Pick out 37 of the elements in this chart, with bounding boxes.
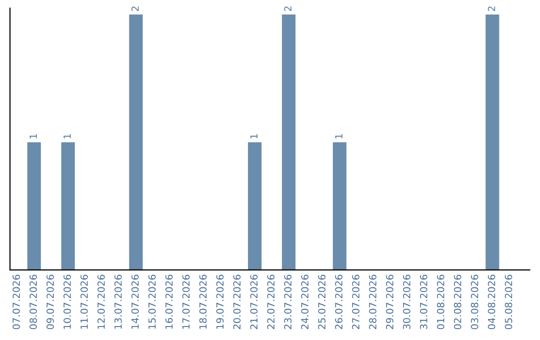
x-tick-label: 30.07.2026 [402,274,410,330]
x-tick-label: 17.07.2026 [182,274,190,329]
x-tick-label: 22.07.2026 [267,274,275,330]
x-tick-label: 04.08.2026 [488,274,496,330]
x-tick-label: 16.07.2026 [165,274,173,329]
x-tick-label: 27.07.2026 [352,274,360,330]
x-tick-label: 09.07.2026 [46,274,54,330]
x-tick-label: 31.07.2026 [420,274,428,330]
x-tick-label: 24.07.2026 [301,274,308,330]
x-tick-label: 29.07.2026 [386,274,394,330]
x-tick-label: 28.07.2026 [369,274,376,330]
data-label: 1 [64,134,71,138]
x-tick-label: 01.08.2026 [436,274,444,330]
x-tick-label: 26.07.2026 [335,274,342,330]
x-tick-label: 19.07.2026 [216,274,224,329]
x-tick-label: 20.07.2026 [233,274,241,330]
data-label: 2 [488,6,496,12]
x-tick-label: 21.07.2026 [250,274,258,330]
data-label: 2 [284,6,292,12]
data-label: 2 [131,6,139,12]
x-tick-label: 07.07.2026 [12,274,20,330]
x-tick-label: 18.07.2026 [199,274,207,329]
x-tick-label: 23.07.2026 [284,274,292,330]
data-label: 1 [335,134,342,138]
x-tick-label: 02.08.2026 [454,274,462,330]
x-tick-label: 12.07.2026 [97,274,105,329]
x-tick-label: 03.08.2026 [470,274,478,330]
x-tick-label: 05.08.2026 [504,274,512,330]
x-tick-label: 08.07.2026 [30,274,37,330]
data-label: 1 [30,134,37,138]
x-tick-label: 15.07.2026 [148,274,156,329]
x-tick-label: 25.07.2026 [318,274,326,330]
x-tick-label: 10.07.2026 [64,274,71,329]
x-tick-label: 14.07.2026 [131,274,139,329]
x-tick-label: 11.07.2026 [80,274,88,329]
data-label: 1 [250,134,258,138]
x-tick-label: 13.07.2026 [114,274,122,329]
